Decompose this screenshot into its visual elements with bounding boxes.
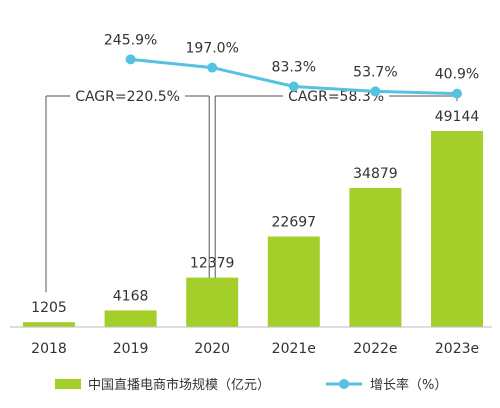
growth-point-2022e [370,86,381,97]
growth-rate-line-layer: 245.9% 197.0% 83.3% 53.7% 40.9% [104,32,479,99]
cagr-label-2018-2020: CAGR=220.5% [75,89,180,105]
growth-point-2023e [452,88,462,99]
bar-2018 [23,322,75,327]
legend-bar-label: 中国直播电商市场规模（亿元） [88,377,270,393]
growth-label-2019: 245.9% [104,32,157,48]
x-tick-labels: 2018 2019 2020 2021e 2022e 2023e [31,341,479,357]
bar-2019 [104,310,157,327]
bar-value-label-2023e: 49144 [435,109,480,125]
bar-2021e [267,236,320,327]
x-tick-2023e: 2023e [435,341,479,357]
bar-value-label-2018: 1205 [31,300,67,316]
growth-label-2021e: 83.3% [272,60,316,76]
bar-2022e [349,187,402,327]
legend: 中国直播电商市场规模（亿元） 增长率（%） [55,377,447,393]
x-tick-2019: 2019 [113,341,149,357]
growth-point-2020 [207,62,218,73]
growth-label-2023e: 40.9% [435,67,479,83]
bar-value-label-2020: 12379 [190,256,235,272]
legend-bar-swatch [55,379,81,389]
growth-label-2022e: 53.7% [353,64,397,80]
x-tick-2022e: 2022e [353,341,397,357]
bar-value-label-2021e: 22697 [272,215,317,231]
x-tick-2020: 2020 [194,341,230,357]
bar-layer: 1205 4168 12379 22697 34879 49144 [23,109,483,327]
x-tick-2021e: 2021e [272,341,316,357]
x-tick-2018: 2018 [31,341,67,357]
legend-line-marker [339,379,349,389]
cagr-brackets: CAGR=220.5% CAGR=58.3% [45,89,458,293]
bar-2023e [431,131,483,327]
growth-point-2019 [125,54,136,65]
growth-label-2020: 197.0% [186,41,239,57]
cagr-label-2020-2023e: CAGR=58.3% [288,89,384,105]
bar-2020 [186,277,239,327]
bar-value-label-2022e: 34879 [353,166,398,182]
legend-line-label: 增长率（%） [370,377,447,393]
bar-value-label-2019: 4168 [113,288,149,304]
growth-point-2021e [288,81,299,92]
